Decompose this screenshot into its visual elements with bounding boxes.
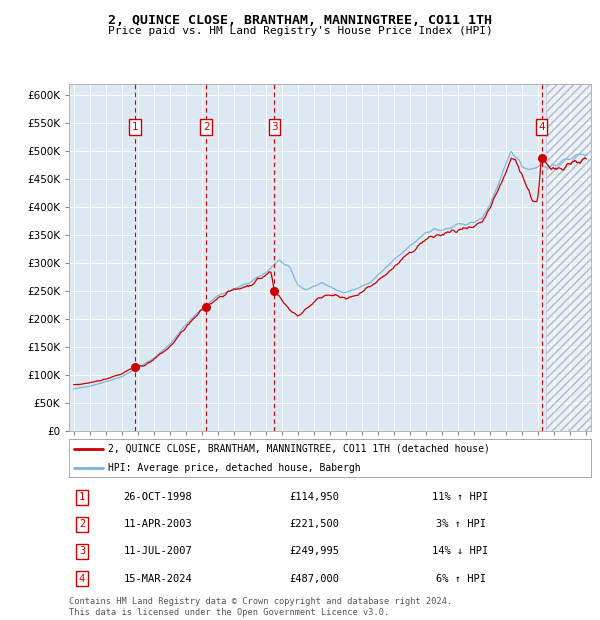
Text: 1: 1 bbox=[131, 122, 138, 132]
Text: £249,995: £249,995 bbox=[289, 546, 340, 556]
Bar bbox=[546, 84, 591, 431]
Text: 3% ↑ HPI: 3% ↑ HPI bbox=[436, 520, 485, 529]
Text: 6% ↑ HPI: 6% ↑ HPI bbox=[436, 574, 485, 583]
Text: 3: 3 bbox=[271, 122, 278, 132]
Text: 2, QUINCE CLOSE, BRANTHAM, MANNINGTREE, CO11 1TH: 2, QUINCE CLOSE, BRANTHAM, MANNINGTREE, … bbox=[108, 14, 492, 27]
Text: HPI: Average price, detached house, Babergh: HPI: Average price, detached house, Babe… bbox=[108, 463, 361, 473]
Text: 2, QUINCE CLOSE, BRANTHAM, MANNINGTREE, CO11 1TH (detached house): 2, QUINCE CLOSE, BRANTHAM, MANNINGTREE, … bbox=[108, 443, 490, 454]
Text: 26-OCT-1998: 26-OCT-1998 bbox=[124, 492, 192, 502]
Text: 1: 1 bbox=[79, 492, 85, 502]
Text: 4: 4 bbox=[79, 574, 85, 583]
Text: 14% ↓ HPI: 14% ↓ HPI bbox=[433, 546, 488, 556]
Text: Contains HM Land Registry data © Crown copyright and database right 2024.
This d: Contains HM Land Registry data © Crown c… bbox=[69, 598, 452, 617]
Text: 11-APR-2003: 11-APR-2003 bbox=[124, 520, 192, 529]
Text: 11-JUL-2007: 11-JUL-2007 bbox=[124, 546, 192, 556]
Text: 11% ↑ HPI: 11% ↑ HPI bbox=[433, 492, 488, 502]
Text: £221,500: £221,500 bbox=[289, 520, 340, 529]
Text: 4: 4 bbox=[538, 122, 545, 132]
Text: £114,950: £114,950 bbox=[289, 492, 340, 502]
Text: 2: 2 bbox=[203, 122, 209, 132]
Text: 2: 2 bbox=[79, 520, 85, 529]
Text: Price paid vs. HM Land Registry's House Price Index (HPI): Price paid vs. HM Land Registry's House … bbox=[107, 26, 493, 36]
Text: 3: 3 bbox=[79, 546, 85, 556]
Text: £487,000: £487,000 bbox=[289, 574, 340, 583]
Text: 15-MAR-2024: 15-MAR-2024 bbox=[124, 574, 192, 583]
